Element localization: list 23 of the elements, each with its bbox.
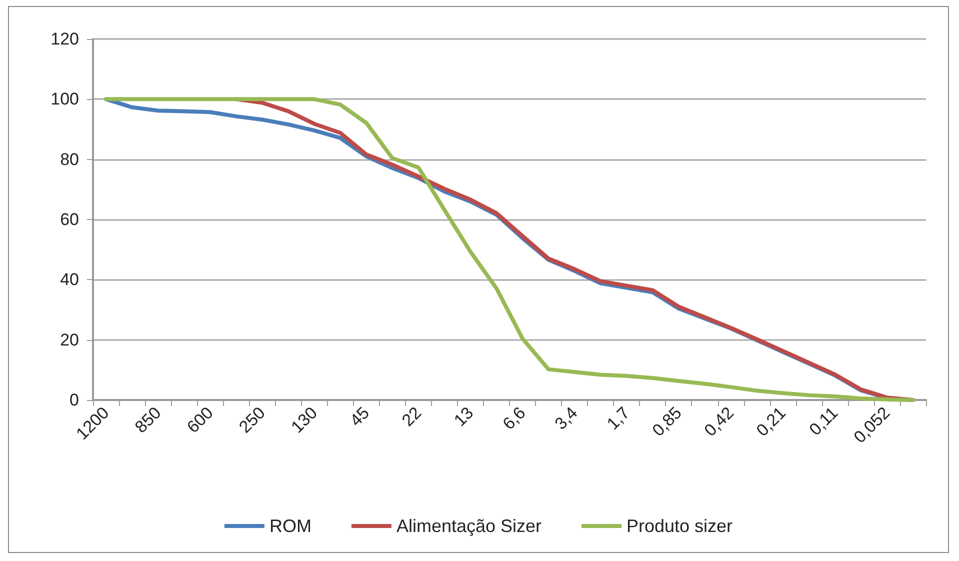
legend-label: ROM xyxy=(269,516,312,536)
y-tick-label: 80 xyxy=(60,150,79,169)
y-tick-label: 40 xyxy=(60,270,79,290)
y-tick-label: 20 xyxy=(60,330,79,350)
y-tick-label: 0 xyxy=(70,390,79,410)
x-tick-label: 13 xyxy=(450,403,478,430)
x-tick-label: 250 xyxy=(235,403,269,437)
x-tick-label: 6,6 xyxy=(499,403,530,434)
legend-label: Alimentação Sizer xyxy=(396,516,542,536)
x-tick-label: 600 xyxy=(183,403,217,437)
x-tick-label: 0,21 xyxy=(752,403,790,440)
x-tick-label: 130 xyxy=(288,403,321,437)
legend-label: Produto sizer xyxy=(626,516,733,536)
x-tick-label: 0,42 xyxy=(700,403,738,440)
x-tick-label: 1,7 xyxy=(603,403,634,434)
x-tick-label: 850 xyxy=(131,403,165,437)
y-tick-label: 100 xyxy=(50,90,79,109)
x-tick-label: 3,4 xyxy=(551,403,582,434)
y-tick-label: 60 xyxy=(60,210,79,229)
x-tick-label: 0,11 xyxy=(806,403,842,440)
x-tick-label: 22 xyxy=(398,403,426,430)
y-tick-label: 120 xyxy=(50,30,79,48)
x-tick-label: 45 xyxy=(346,403,374,430)
